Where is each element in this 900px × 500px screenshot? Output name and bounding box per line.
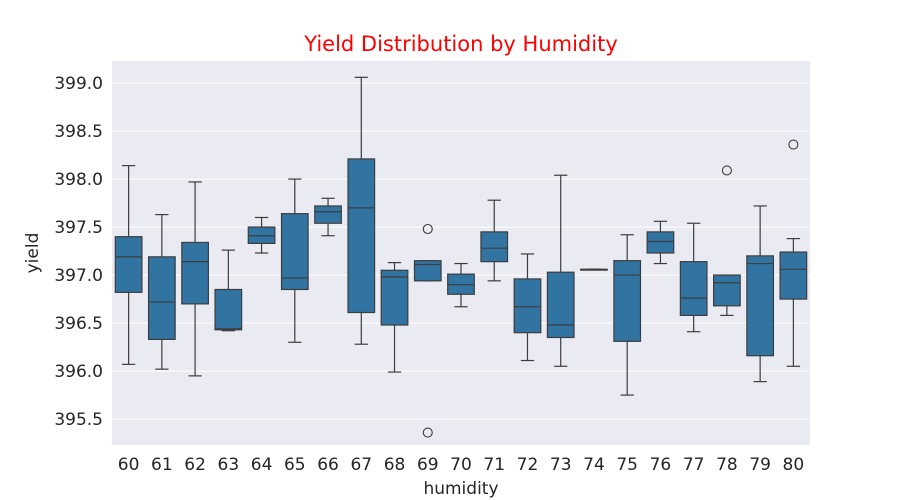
x-tick-label: 71 xyxy=(483,455,505,475)
box-body xyxy=(413,260,442,282)
x-tick-label: 80 xyxy=(783,455,805,475)
y-tick-label: 398.0 xyxy=(54,170,103,190)
box-body xyxy=(147,256,176,340)
box-body xyxy=(347,158,376,314)
plot-area xyxy=(112,61,810,445)
box-64 xyxy=(247,216,276,254)
x-tick-label: 69 xyxy=(417,455,439,475)
x-tick-label: 61 xyxy=(151,455,173,475)
outlier-point xyxy=(422,427,433,438)
x-axis-label: humidity xyxy=(423,479,498,499)
x-tick-label: 70 xyxy=(450,455,472,475)
x-tick-label: 67 xyxy=(350,455,372,475)
box-60 xyxy=(114,165,143,365)
box-62 xyxy=(181,181,209,377)
y-tick-labels: 395.5 396.0 396.5 397.0 397.5 398.0 398.5 399.0 xyxy=(54,74,103,430)
chart-title: Yield Distribution by Humidity xyxy=(303,32,618,56)
box-body xyxy=(181,241,209,305)
box-body xyxy=(646,231,675,254)
box-body xyxy=(314,205,342,224)
x-tick-label: 75 xyxy=(616,455,638,475)
x-tick-label: 60 xyxy=(118,455,140,475)
y-tick-label: 395.5 xyxy=(54,410,103,430)
box-body xyxy=(380,269,409,326)
box-body xyxy=(513,278,542,334)
y-axis-label: yield xyxy=(23,233,43,274)
box-65 xyxy=(280,178,309,343)
x-tick-label: 65 xyxy=(284,455,306,475)
box-body xyxy=(713,274,741,307)
box-72 xyxy=(513,253,542,362)
box-69 xyxy=(413,223,442,438)
x-tick-label: 63 xyxy=(218,455,240,475)
box-80 xyxy=(779,139,808,367)
box-68 xyxy=(380,262,409,373)
box-body xyxy=(613,260,642,342)
outlier-point xyxy=(788,139,799,150)
x-tick-label: 62 xyxy=(184,455,206,475)
y-tick-label: 396.5 xyxy=(54,314,103,334)
x-tick-label: 78 xyxy=(716,455,738,475)
box-body xyxy=(114,236,143,293)
x-tick-label: 73 xyxy=(550,455,572,475)
x-tick-label: 72 xyxy=(517,455,539,475)
box-78 xyxy=(713,165,741,316)
box-67 xyxy=(347,76,376,345)
box-77 xyxy=(679,222,708,333)
box-76 xyxy=(646,220,675,265)
box-63 xyxy=(214,249,243,332)
box-74 xyxy=(580,268,608,271)
y-tick-label: 399.0 xyxy=(54,74,103,94)
box-body xyxy=(779,251,808,300)
box-series xyxy=(114,76,808,438)
box-body xyxy=(546,271,575,339)
x-tick-label: 74 xyxy=(583,455,605,475)
box-61 xyxy=(147,214,176,370)
box-73 xyxy=(546,174,575,367)
box-70 xyxy=(447,262,475,308)
x-tick-label: 66 xyxy=(317,455,339,475)
box-body xyxy=(214,288,243,331)
y-tick-label: 397.5 xyxy=(54,218,103,238)
outlier-point xyxy=(721,165,732,176)
box-body xyxy=(280,213,309,291)
box-body xyxy=(480,231,509,263)
y-tick-label: 396.0 xyxy=(54,362,103,382)
x-tick-labels: 60 61 62 63 64 65 66 67 68 69 70 71 72 73 74 75 76 77 78 79… xyxy=(118,455,804,475)
x-tick-label: 77 xyxy=(683,455,705,475)
box-66 xyxy=(314,197,342,237)
y-tick-label: 397.0 xyxy=(54,266,103,286)
y-tick-label: 398.5 xyxy=(54,122,103,142)
box-75 xyxy=(613,234,642,396)
box-71 xyxy=(480,199,509,282)
x-tick-label: 68 xyxy=(384,455,406,475)
x-tick-label: 76 xyxy=(650,455,672,475)
outlier-point xyxy=(422,223,433,235)
x-tick-label: 79 xyxy=(749,455,771,475)
box-79 xyxy=(746,205,775,383)
x-tick-label: 64 xyxy=(251,455,273,475)
box-body xyxy=(679,261,708,317)
box-body xyxy=(746,255,775,357)
